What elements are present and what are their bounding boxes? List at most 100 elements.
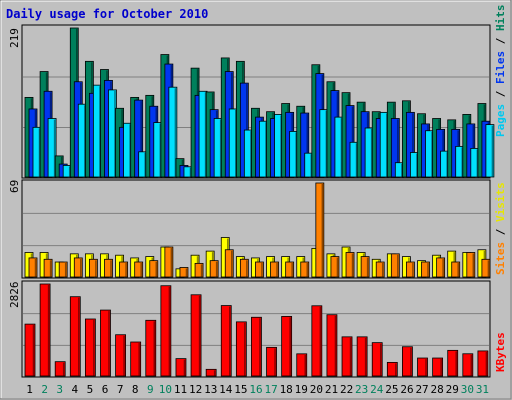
legend-bottom: KBytes bbox=[494, 332, 507, 372]
x-tick-label-14: 14 bbox=[219, 383, 233, 396]
legend-sites: Sites bbox=[494, 242, 507, 275]
bar-kbytes-day-20 bbox=[311, 305, 323, 377]
bar-kbytes-day-21 bbox=[326, 314, 338, 377]
x-tick-label-3: 3 bbox=[56, 383, 63, 396]
bar-sites-day-3 bbox=[58, 261, 68, 278]
legend-kbytes: KBytes bbox=[494, 332, 507, 372]
bar-sites-day-25 bbox=[390, 253, 400, 278]
bar-kbytes-day-19 bbox=[296, 353, 308, 377]
bar-kbytes-day-27 bbox=[417, 357, 428, 377]
bars-middle bbox=[24, 182, 491, 278]
bar-sites-day-5 bbox=[88, 258, 98, 278]
x-tick-label-25: 25 bbox=[385, 383, 398, 396]
bar-kbytes-day-12 bbox=[190, 294, 202, 377]
bar-sites-day-1 bbox=[28, 257, 38, 278]
legend-visits: Visits bbox=[494, 182, 507, 222]
legend-hits: Hits bbox=[494, 5, 507, 32]
bar-sites-day-4 bbox=[73, 257, 83, 278]
legend-pages: Pages bbox=[494, 104, 507, 137]
bar-kbytes-day-3 bbox=[54, 361, 66, 377]
bar-sites-day-9 bbox=[149, 260, 159, 278]
bar-kbytes-day-18 bbox=[281, 316, 293, 377]
bar-sites-day-26 bbox=[406, 261, 415, 278]
bar-sites-day-21 bbox=[330, 256, 340, 278]
legend-middle: Sites / Visits bbox=[494, 182, 507, 275]
bar-kbytes-day-25 bbox=[386, 361, 398, 377]
bar-kbytes-day-31 bbox=[477, 350, 489, 377]
x-tick-label-4: 4 bbox=[72, 383, 79, 396]
x-tick-label-8: 8 bbox=[132, 383, 139, 396]
x-tick-label-27: 27 bbox=[415, 383, 428, 396]
bar-kbytes-day-28 bbox=[432, 357, 444, 377]
bar-kbytes-day-10 bbox=[160, 285, 172, 377]
x-axis-labels: 1 2 3 4 5 6 7 8 9 10 11 12 13 14 15 16 17 18 19 20 21 22 23 24 2… bbox=[26, 383, 489, 396]
x-tick-label-5: 5 bbox=[87, 383, 94, 396]
x-tick-label-11: 11 bbox=[174, 383, 187, 396]
bar-sites-day-29 bbox=[451, 261, 461, 278]
bar-kbytes-day-26 bbox=[402, 346, 413, 377]
bar-kbytes-day-4 bbox=[69, 296, 81, 377]
bar-kbytes-day-30 bbox=[462, 353, 474, 377]
legend-top: Pages / Files / Hits bbox=[494, 5, 507, 138]
bar-sites-day-28 bbox=[436, 257, 446, 278]
bar-pages-day-10 bbox=[168, 86, 178, 178]
x-tick-label-13: 13 bbox=[204, 383, 217, 396]
bar-sites-day-10 bbox=[164, 246, 174, 278]
x-tick-label-21: 21 bbox=[325, 383, 338, 396]
middle-ymax-label: 69 bbox=[8, 180, 21, 193]
bar-sites-day-24 bbox=[375, 261, 385, 278]
x-tick-label-17: 17 bbox=[264, 383, 277, 396]
bar-kbytes-day-16 bbox=[251, 316, 262, 377]
x-tick-label-1: 1 bbox=[26, 383, 33, 396]
bar-sites-day-13 bbox=[209, 260, 219, 278]
bar-sites-day-23 bbox=[360, 256, 370, 278]
bar-kbytes-day-14 bbox=[220, 305, 232, 377]
bar-kbytes-day-17 bbox=[266, 346, 277, 377]
x-tick-label-6: 6 bbox=[102, 383, 109, 396]
bar-pages-day-31 bbox=[485, 124, 495, 178]
x-tick-label-23: 23 bbox=[355, 383, 368, 396]
bar-kbytes-day-15 bbox=[235, 321, 247, 377]
x-tick-label-31: 31 bbox=[476, 383, 489, 396]
x-tick-label-20: 20 bbox=[310, 383, 323, 396]
x-tick-label-16: 16 bbox=[249, 383, 262, 396]
bar-sites-day-20 bbox=[315, 182, 325, 278]
x-tick-label-12: 12 bbox=[189, 383, 202, 396]
top-ymax-label: 219 bbox=[8, 28, 21, 48]
bar-sites-day-22 bbox=[345, 252, 355, 278]
bar-pages-day-2 bbox=[47, 118, 57, 178]
bar-sites-day-11 bbox=[179, 267, 189, 278]
bar-sites-day-16 bbox=[255, 261, 264, 278]
bar-kbytes-day-29 bbox=[447, 349, 459, 377]
x-tick-label-22: 22 bbox=[340, 383, 353, 396]
bar-kbytes-day-2 bbox=[39, 283, 51, 377]
bar-kbytes-day-24 bbox=[371, 342, 383, 377]
bar-sites-day-8 bbox=[134, 261, 144, 278]
bar-kbytes-day-13 bbox=[205, 368, 217, 377]
x-tick-label-2: 2 bbox=[41, 383, 48, 396]
bar-sites-day-7 bbox=[119, 261, 128, 278]
x-tick-label-19: 19 bbox=[295, 383, 308, 396]
x-tick-label-29: 29 bbox=[446, 383, 459, 396]
bar-sites-day-27 bbox=[421, 261, 430, 278]
bar-sites-day-30 bbox=[466, 252, 476, 278]
x-tick-label-24: 24 bbox=[370, 383, 384, 396]
legend-files: Files bbox=[494, 51, 507, 84]
bars-top bbox=[24, 27, 495, 178]
bar-sites-day-31 bbox=[481, 258, 491, 278]
x-tick-label-15: 15 bbox=[234, 383, 247, 396]
x-tick-label-30: 30 bbox=[461, 383, 474, 396]
x-tick-label-7: 7 bbox=[117, 383, 124, 396]
bar-kbytes-day-7 bbox=[115, 334, 126, 377]
bar-kbytes-day-11 bbox=[175, 358, 187, 377]
bar-kbytes-day-6 bbox=[100, 309, 111, 377]
bar-kbytes-day-8 bbox=[130, 341, 142, 377]
bar-sites-day-12 bbox=[194, 262, 204, 278]
x-tick-label-9: 9 bbox=[147, 383, 154, 396]
x-tick-label-28: 28 bbox=[431, 383, 444, 396]
bar-kbytes-day-9 bbox=[145, 319, 157, 377]
bar-sites-day-6 bbox=[104, 258, 113, 278]
bar-sites-day-14 bbox=[224, 249, 234, 278]
